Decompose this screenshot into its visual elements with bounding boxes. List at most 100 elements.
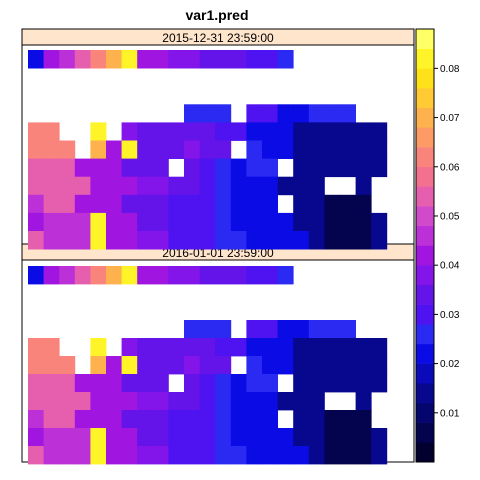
heatmap-cell	[277, 428, 294, 447]
heatmap-cell	[340, 374, 356, 393]
heatmap-cell	[230, 176, 247, 196]
heatmap-cell	[152, 122, 169, 141]
heatmap-cell	[246, 194, 263, 214]
heatmap-cell	[262, 231, 278, 250]
heatmap-cell	[184, 320, 200, 339]
heatmap-cell	[59, 446, 76, 465]
heatmap-cell	[371, 446, 388, 465]
heatmap-cell	[106, 176, 122, 196]
heatmap-cell	[199, 428, 216, 447]
heatmap-cell	[137, 50, 154, 69]
heatmap-cell	[262, 50, 278, 69]
colorbar-tick-label: 0.08	[440, 64, 460, 75]
heatmap-cell	[168, 338, 185, 357]
heatmap-cell	[215, 356, 232, 375]
heatmap-cell	[215, 231, 232, 250]
heatmap-cell	[106, 266, 122, 285]
colorbar-tick-label: 0.06	[440, 162, 460, 173]
heatmap-cell	[184, 122, 200, 141]
heatmap-cell	[137, 194, 154, 214]
heatmap-cell	[308, 140, 325, 159]
colorbar-tick-label: 0.03	[440, 310, 460, 321]
heatmap-cell	[28, 338, 44, 357]
heatmap-cell	[324, 410, 341, 429]
heatmap-cell	[74, 194, 91, 214]
heatmap-cell	[230, 50, 247, 69]
heatmap-cell	[340, 410, 356, 429]
heatmap-cell	[184, 446, 200, 465]
heatmap-cell	[106, 428, 122, 447]
heatmap-cell	[199, 392, 216, 411]
heatmap-cell	[371, 158, 388, 178]
heatmap-cell	[90, 140, 107, 159]
colorbar-tick-label: 0.05	[440, 211, 460, 222]
heatmap-cell	[90, 356, 107, 375]
heatmap-cell	[168, 122, 185, 141]
heatmap-cell	[246, 176, 263, 196]
heatmap-cell	[262, 194, 278, 214]
heatmap-cell	[262, 392, 278, 411]
heatmap-cell	[277, 140, 294, 159]
heatmap-cell	[106, 356, 122, 375]
heatmap-cell	[277, 231, 294, 250]
heatmap-cell	[184, 158, 200, 178]
heatmap-cell	[43, 338, 60, 357]
heatmap-cell	[293, 374, 310, 393]
heatmap-cell	[184, 410, 200, 429]
heatmap-cell	[152, 140, 169, 159]
heatmap-cell	[293, 212, 310, 232]
heatmap-cell	[152, 428, 169, 447]
heatmap-cell	[246, 122, 263, 141]
heatmap-cell	[121, 338, 138, 357]
heatmap-cell	[308, 392, 325, 411]
heatmap-cell	[246, 212, 263, 232]
heatmap-cell	[43, 50, 60, 69]
heatmap-cell	[199, 266, 216, 285]
heatmap-cell	[90, 410, 107, 429]
heatmap-cell	[293, 158, 310, 178]
heatmap-cell	[106, 212, 122, 232]
heatmap-cell	[230, 212, 247, 232]
colorbar-tick-label: 0.04	[440, 261, 460, 272]
heatmap-cell	[43, 392, 60, 411]
heatmap-cell	[355, 392, 372, 411]
heatmap-cell	[324, 231, 341, 250]
heatmap-cell	[355, 231, 372, 250]
heatmap-cell	[121, 140, 138, 159]
heatmap-cell	[308, 231, 325, 250]
heatmap-cell	[371, 374, 388, 393]
heatmap-cell	[121, 212, 138, 232]
heatmap-cell	[262, 374, 278, 393]
heatmap-cell	[28, 266, 44, 285]
colorbar-block	[416, 324, 434, 345]
heatmap-cell	[121, 194, 138, 214]
heatmap-cell	[152, 158, 169, 178]
heatmap-cell	[106, 374, 122, 393]
heatmap-cell	[262, 104, 278, 123]
heatmap-cell	[371, 212, 388, 232]
heatmap-cell	[246, 50, 263, 69]
heatmap-cell	[355, 356, 372, 375]
heatmap-cell	[74, 231, 91, 250]
heatmap-cell	[28, 374, 44, 393]
heatmap-cell	[371, 122, 388, 141]
heatmap-cell	[308, 338, 325, 357]
colorbar-blocks	[416, 29, 434, 463]
heatmap-cell	[168, 50, 185, 69]
heatmap-cell	[43, 266, 60, 285]
heatmap-cell	[277, 266, 294, 285]
heatmap-cell	[277, 122, 294, 141]
heatmap-cell	[199, 338, 216, 357]
heatmap-cell	[215, 194, 232, 214]
heatmap-cell	[246, 140, 263, 159]
heatmap-cell	[340, 140, 356, 159]
heatmap-cell	[90, 446, 107, 465]
heatmap-cell	[355, 410, 372, 429]
heatmap-cell	[121, 428, 138, 447]
heatmap-cell	[152, 446, 169, 465]
heatmap-cell	[152, 50, 169, 69]
panel-2015-12-31: 2015-12-31 23:59:00	[21, 28, 415, 250]
heatmap-cell	[43, 212, 60, 232]
heatmap-cell	[199, 122, 216, 141]
